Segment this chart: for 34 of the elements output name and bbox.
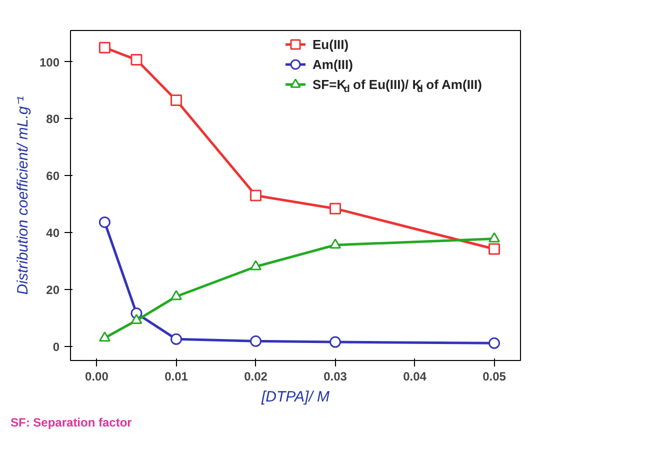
x-tick-label: 0.01: [164, 370, 188, 384]
point: [488, 232, 500, 242]
point: [330, 336, 342, 348]
x-tick-label: 0.02: [244, 370, 268, 384]
point: [170, 333, 182, 345]
y-tick-label: 20: [46, 282, 60, 297]
point: [130, 314, 142, 324]
y-tick-label: 0: [52, 340, 60, 354]
y-tick-label: 40: [46, 226, 60, 240]
y-tick-label: 60: [46, 169, 60, 184]
legend-label: Eu(III): [312, 37, 349, 52]
x-tick-label: 0.03: [324, 370, 348, 384]
point: [488, 243, 500, 255]
x-tick-label: 0.04: [403, 370, 427, 384]
y-tick-label: 80: [46, 112, 60, 126]
legend-label: Am(III): [312, 57, 353, 72]
point: [98, 332, 110, 342]
x-axis-title: [DTPA]/ M: [260, 388, 330, 406]
point: [330, 238, 342, 249]
text: SF: Separation factor: [10, 416, 132, 430]
x-tick-label: 0.05: [482, 370, 506, 384]
point: [250, 260, 262, 270]
point: [130, 54, 142, 66]
y-axis-title: Distribution coefficient/ mL.g⁻¹: [14, 96, 32, 295]
point: [488, 337, 500, 349]
point: [330, 202, 342, 214]
point: [250, 190, 262, 202]
point: [250, 335, 262, 347]
point: [98, 216, 110, 228]
y-tick-label: 100: [39, 55, 60, 70]
x-tick-label: 0.00: [85, 370, 109, 384]
point: [98, 42, 110, 54]
point: [170, 94, 182, 106]
point: [170, 290, 182, 300]
